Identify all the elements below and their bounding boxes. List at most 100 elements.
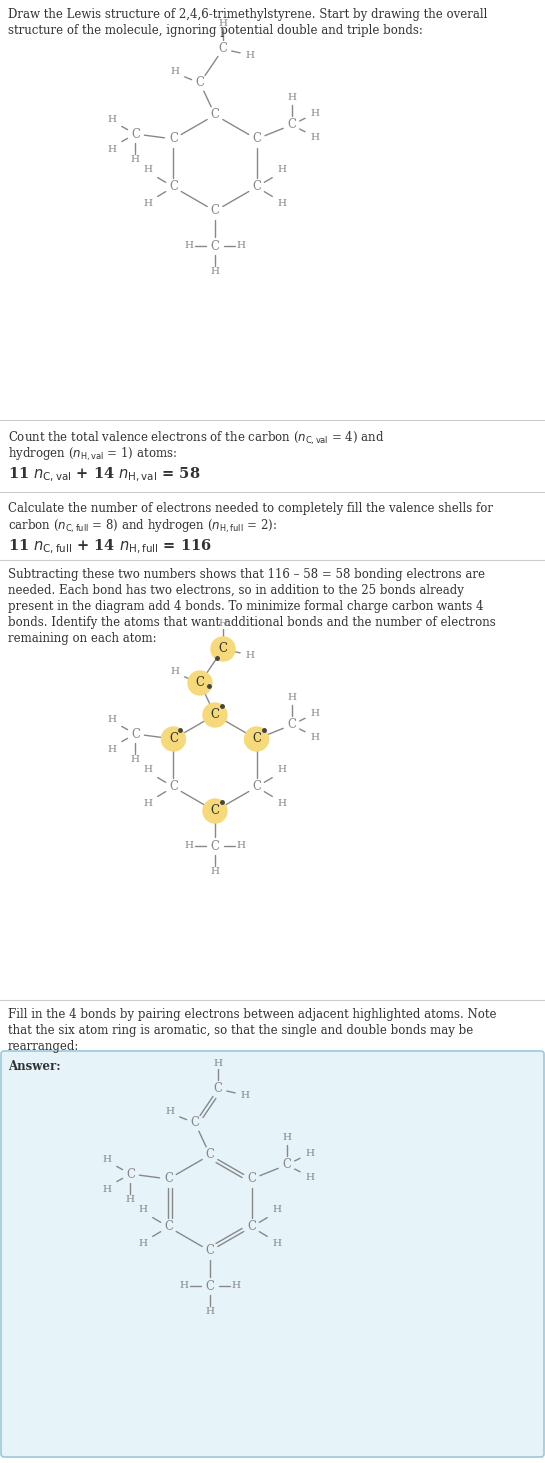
Text: present in the diagram add 4 bonds. To minimize formal charge carbon wants 4: present in the diagram add 4 bonds. To m… xyxy=(8,600,483,613)
Text: H: H xyxy=(245,51,255,60)
Text: H: H xyxy=(108,114,117,123)
Text: C: C xyxy=(252,780,261,793)
Text: needed. Each bond has two electrons, so in addition to the 25 bonds already: needed. Each bond has two electrons, so … xyxy=(8,584,464,597)
Text: H: H xyxy=(214,1059,222,1068)
Text: H: H xyxy=(126,1195,135,1204)
Circle shape xyxy=(245,727,269,751)
Text: H: H xyxy=(185,241,193,250)
Text: H: H xyxy=(282,1134,291,1143)
Text: H: H xyxy=(179,1282,189,1290)
Text: H: H xyxy=(219,619,227,628)
Text: C: C xyxy=(287,718,296,732)
Text: C: C xyxy=(205,1148,215,1162)
Text: Count the total valence electrons of the carbon ($n_{\mathrm{C,val}}$ = 4) and: Count the total valence electrons of the… xyxy=(8,430,384,448)
Text: C: C xyxy=(205,1280,215,1292)
Circle shape xyxy=(161,727,185,751)
Text: H: H xyxy=(287,693,296,702)
Circle shape xyxy=(211,636,235,661)
Text: H: H xyxy=(287,94,296,102)
Text: H: H xyxy=(166,1106,174,1115)
Text: H: H xyxy=(108,145,117,154)
Text: H: H xyxy=(171,66,179,76)
Text: H: H xyxy=(108,745,117,753)
Text: C: C xyxy=(210,108,220,121)
Text: C: C xyxy=(131,727,140,740)
Text: C: C xyxy=(169,780,178,793)
Text: H: H xyxy=(310,108,319,117)
Text: C: C xyxy=(214,1083,222,1096)
Text: 11 $n_{\mathrm{C,full}}$ + 14 $n_{\mathrm{H,full}}$ = 116: 11 $n_{\mathrm{C,full}}$ + 14 $n_{\mathr… xyxy=(8,538,212,556)
Text: Calculate the number of electrons needed to completely fill the valence shells f: Calculate the number of electrons needed… xyxy=(8,502,493,515)
Text: C: C xyxy=(252,133,261,145)
Text: H: H xyxy=(185,841,193,850)
Text: C: C xyxy=(131,127,140,140)
Text: C: C xyxy=(210,708,220,721)
Text: H: H xyxy=(219,19,227,28)
Text: C: C xyxy=(164,1172,173,1185)
Circle shape xyxy=(188,672,212,695)
Text: H: H xyxy=(277,165,286,174)
Text: H: H xyxy=(171,667,179,676)
Text: C: C xyxy=(252,180,261,193)
Text: H: H xyxy=(103,1154,112,1163)
Text: carbon ($n_{\mathrm{C,full}}$ = 8) and hydrogen ($n_{\mathrm{H,full}}$ = 2):: carbon ($n_{\mathrm{C,full}}$ = 8) and h… xyxy=(8,518,277,535)
Text: hydrogen ($n_{\mathrm{H,val}}$ = 1) atoms:: hydrogen ($n_{\mathrm{H,val}}$ = 1) atom… xyxy=(8,446,177,464)
Text: H: H xyxy=(139,1239,148,1248)
Text: H: H xyxy=(305,1148,314,1157)
Circle shape xyxy=(203,704,227,727)
Text: C: C xyxy=(169,133,178,145)
Text: C: C xyxy=(252,733,261,746)
Text: H: H xyxy=(131,755,140,765)
Text: C: C xyxy=(219,642,227,655)
Text: H: H xyxy=(310,733,319,742)
Text: Fill in the 4 bonds by pairing electrons between adjacent highlighted atoms. Not: Fill in the 4 bonds by pairing electrons… xyxy=(8,1008,496,1021)
Text: H: H xyxy=(305,1172,314,1182)
Text: remaining on each atom:: remaining on each atom: xyxy=(8,632,156,645)
Text: H: H xyxy=(277,199,286,209)
Text: C: C xyxy=(287,119,296,132)
Text: H: H xyxy=(205,1308,215,1317)
Text: H: H xyxy=(103,1185,112,1194)
Text: H: H xyxy=(131,155,140,164)
Text: H: H xyxy=(272,1206,281,1214)
Text: H: H xyxy=(245,651,255,660)
Text: C: C xyxy=(196,676,204,689)
Text: H: H xyxy=(310,133,319,142)
Text: that the six atom ring is aromatic, so that the single and double bonds may be: that the six atom ring is aromatic, so t… xyxy=(8,1024,473,1037)
Text: C: C xyxy=(210,805,220,818)
Text: C: C xyxy=(126,1167,135,1181)
Text: H: H xyxy=(144,765,153,774)
Text: H: H xyxy=(232,1282,240,1290)
Text: H: H xyxy=(144,165,153,174)
FancyBboxPatch shape xyxy=(1,1050,544,1457)
Text: C: C xyxy=(210,205,220,218)
Text: H: H xyxy=(237,841,245,850)
Text: C: C xyxy=(191,1116,199,1129)
Text: C: C xyxy=(169,733,178,746)
Text: Answer:: Answer: xyxy=(8,1061,60,1072)
Text: C: C xyxy=(210,840,220,853)
Text: C: C xyxy=(169,180,178,193)
Text: C: C xyxy=(210,240,220,253)
Text: H: H xyxy=(210,268,220,277)
Text: C: C xyxy=(247,1220,256,1233)
Text: rearranged:: rearranged: xyxy=(8,1040,80,1053)
Circle shape xyxy=(203,799,227,824)
Text: H: H xyxy=(240,1091,250,1100)
Text: H: H xyxy=(139,1206,148,1214)
Text: C: C xyxy=(219,42,227,56)
Text: H: H xyxy=(277,799,286,809)
Text: H: H xyxy=(277,765,286,774)
Text: C: C xyxy=(164,1220,173,1233)
Text: C: C xyxy=(282,1159,291,1172)
Text: H: H xyxy=(310,708,319,717)
Text: C: C xyxy=(205,1245,215,1258)
Text: H: H xyxy=(210,868,220,876)
Text: C: C xyxy=(247,1172,256,1185)
Text: Subtracting these two numbers shows that 116 – 58 = 58 bonding electrons are: Subtracting these two numbers shows that… xyxy=(8,568,485,581)
Text: 11 $n_{\mathrm{C,val}}$ + 14 $n_{\mathrm{H,val}}$ = 58: 11 $n_{\mathrm{C,val}}$ + 14 $n_{\mathrm… xyxy=(8,467,201,484)
Text: H: H xyxy=(144,799,153,809)
Text: C: C xyxy=(196,76,204,89)
Text: H: H xyxy=(237,241,245,250)
Text: H: H xyxy=(144,199,153,209)
